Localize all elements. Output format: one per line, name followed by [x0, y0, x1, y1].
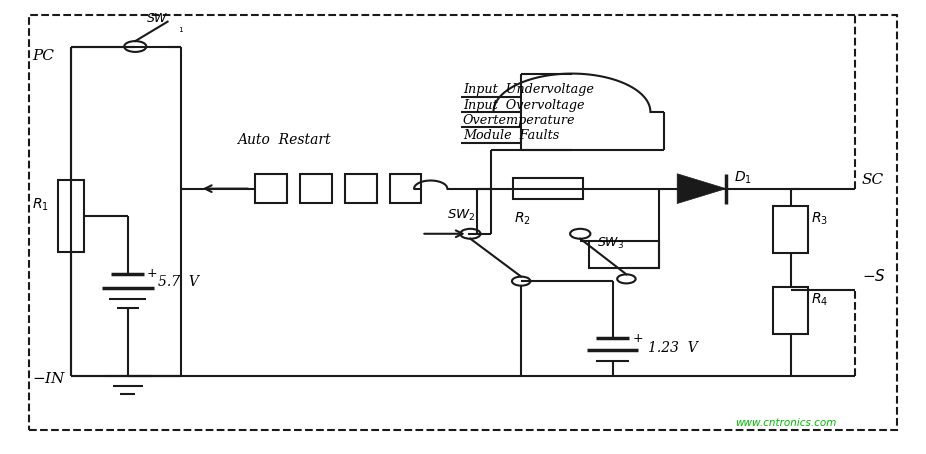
Bar	[300, 174, 332, 203]
Text: www.cntronics.com: www.cntronics.com	[735, 418, 837, 428]
Text: Module  Faults: Module Faults	[463, 129, 559, 143]
Text: Overtemperature: Overtemperature	[463, 114, 575, 127]
Bar	[773, 287, 808, 334]
Bar	[513, 178, 582, 199]
Text: PC: PC	[31, 49, 54, 63]
Text: $R_3$: $R_3$	[811, 211, 828, 227]
Bar	[345, 174, 377, 203]
Text: $-S$: $-S$	[862, 268, 886, 284]
Text: Input  Overvoltage: Input Overvoltage	[463, 99, 584, 112]
Text: +: +	[146, 266, 157, 280]
Text: $SW_3$: $SW_3$	[597, 236, 624, 251]
Text: $SW$: $SW$	[146, 12, 169, 25]
Text: Auto  Restart: Auto Restart	[237, 133, 331, 147]
Text: $SW_2$: $SW_2$	[447, 208, 476, 223]
Text: $R_1$: $R_1$	[31, 197, 49, 213]
Polygon shape	[677, 174, 726, 203]
Text: $D_1$: $D_1$	[733, 170, 751, 186]
Bar	[773, 206, 808, 253]
Text: SC: SC	[862, 173, 884, 187]
Text: $-$IN: $-$IN	[31, 370, 67, 385]
Bar	[590, 241, 658, 267]
Text: $R_4$: $R_4$	[811, 292, 828, 308]
Text: 5.7  V: 5.7 V	[158, 275, 199, 289]
Bar	[57, 180, 83, 252]
Text: $R_2$: $R_2$	[514, 211, 531, 227]
Text: 1.23  V: 1.23 V	[647, 341, 697, 355]
Bar	[390, 174, 421, 203]
Text: +: +	[632, 332, 644, 345]
Text: Input  Undervoltage: Input Undervoltage	[463, 84, 594, 96]
Text: $_1$: $_1$	[178, 26, 184, 35]
Bar	[256, 174, 287, 203]
